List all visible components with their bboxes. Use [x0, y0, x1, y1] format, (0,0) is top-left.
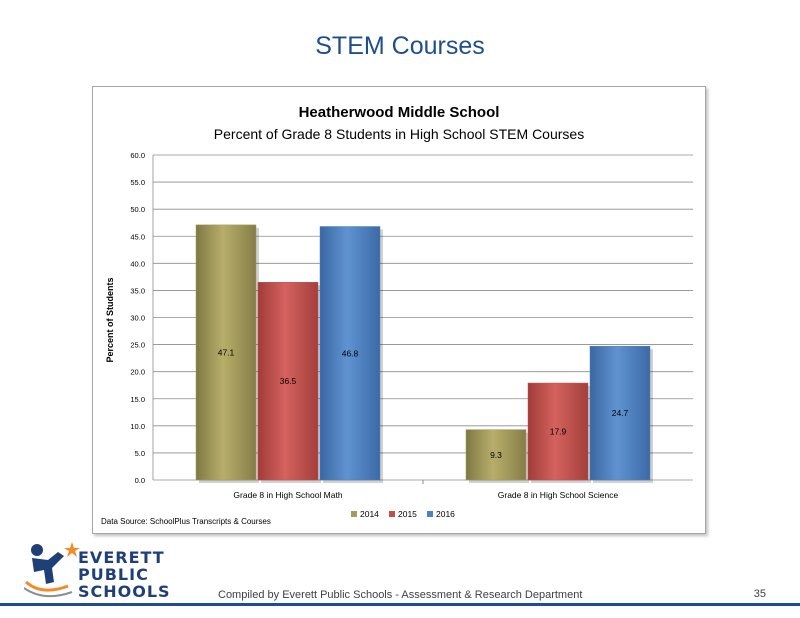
chart-container: Heatherwood Middle School Percent of Gra…: [92, 86, 706, 534]
x-category-label: Grade 8 in High School Science: [498, 490, 619, 500]
y-tick-label: 25.0: [130, 341, 145, 350]
bar-2014-1: [465, 429, 527, 481]
page-number: 35: [753, 588, 766, 600]
y-axis-label: Percent of Students: [105, 277, 115, 362]
district-logo: EVERETT PUBLIC SCHOOLS: [24, 542, 174, 602]
y-tick-label: 50.0: [130, 205, 145, 214]
bar-2016-0: [319, 226, 381, 481]
legend-swatch-2016: [427, 511, 433, 517]
logo-line1: EVERETT: [78, 548, 165, 567]
y-tick-label: 55.0: [130, 178, 145, 187]
bar-value-label: 47.1: [218, 347, 235, 357]
bar-2015-0: [257, 282, 319, 481]
slide-title: STEM Courses: [315, 32, 485, 60]
y-tick-label: 10.0: [130, 422, 145, 431]
y-tick-label: 5.0: [135, 449, 145, 458]
chart-title: Heatherwood Middle School: [299, 104, 500, 121]
footer-divider: [0, 603, 800, 606]
legend-label: 2014: [360, 509, 379, 519]
footer-credit: Compiled by Everett Public Schools - Ass…: [218, 589, 583, 601]
legend-label: 2016: [436, 509, 455, 519]
bar-value-label: 46.8: [342, 348, 359, 358]
x-category-label: Grade 8 in High School Math: [233, 490, 342, 500]
y-tick-label: 40.0: [130, 259, 145, 268]
runner-logo-icon: [24, 542, 80, 598]
y-tick-label: 35.0: [130, 286, 145, 295]
legend-swatch-2015: [389, 511, 395, 517]
y-tick-label: 20.0: [130, 368, 145, 377]
chart-subtitle: Percent of Grade 8 Students in High Scho…: [214, 126, 584, 142]
legend-label: 2015: [398, 509, 417, 519]
bar-value-label: 9.3: [490, 450, 502, 460]
y-tick-label: 60.0: [130, 151, 145, 160]
bar-2015-1: [527, 382, 589, 481]
bar-value-label: 24.7: [612, 408, 629, 418]
source-note: Data Source: SchoolPlus Transcripts & Co…: [101, 517, 271, 526]
y-tick-label: 0.0: [135, 476, 145, 485]
y-tick-label: 15.0: [130, 395, 145, 404]
legend-swatch-2014: [351, 511, 357, 517]
bar-value-label: 17.9: [550, 427, 567, 437]
logo-line3: SCHOOLS: [78, 582, 171, 601]
bar-2014-0: [195, 224, 257, 481]
y-tick-label: 30.0: [130, 314, 145, 323]
bar-value-label: 36.5: [280, 376, 297, 386]
logo-line2: PUBLIC: [78, 565, 149, 584]
y-tick-label: 45.0: [130, 232, 145, 241]
bar-2016-1: [589, 345, 651, 481]
bar-chart: Heatherwood Middle School Percent of Gra…: [101, 104, 693, 526]
